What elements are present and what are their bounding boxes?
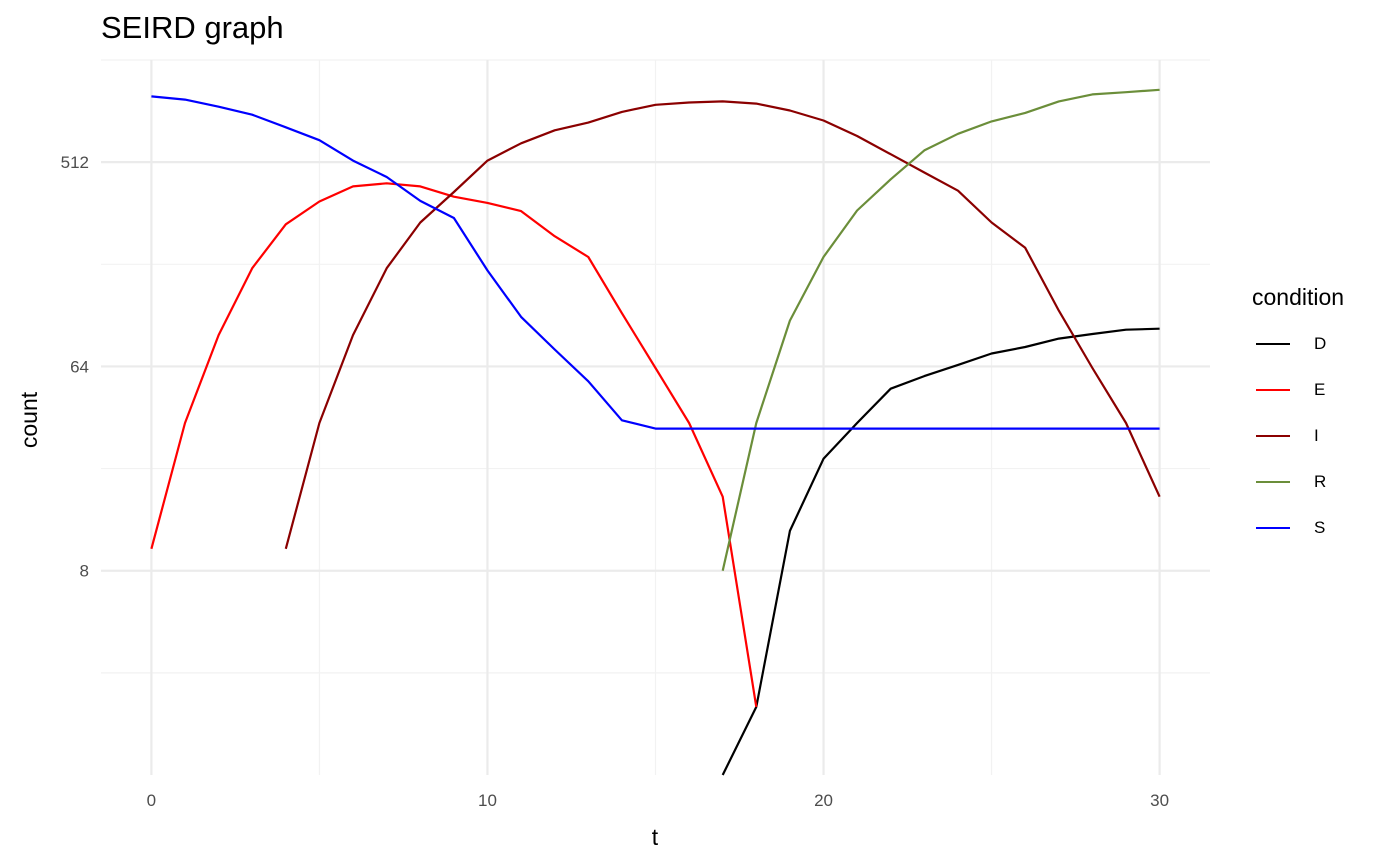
legend-key-i <box>1256 435 1290 437</box>
legend-label-s: S <box>1314 518 1326 537</box>
legend-label-r: R <box>1314 472 1327 491</box>
legend-label-e: E <box>1314 380 1326 399</box>
y-tick-label: 8 <box>80 562 89 581</box>
legend-item-d: D <box>1252 321 1344 367</box>
legend-key-r <box>1256 481 1290 483</box>
series-lines <box>150 88 1161 776</box>
series-line-i <box>284 100 1161 550</box>
y-axis-ticks: 8 64 512 <box>61 153 89 581</box>
x-tick-label: 0 <box>147 791 156 810</box>
legend-item-r: R <box>1252 459 1344 505</box>
x-axis-label: t <box>652 824 659 850</box>
series-line-e <box>150 182 758 708</box>
legend-key-d <box>1256 343 1290 345</box>
x-axis-ticks: 0 10 20 30 <box>147 791 1169 810</box>
y-axis-label: count <box>16 391 42 448</box>
y-tick-label: 64 <box>70 357 89 376</box>
legend-item-i: I <box>1252 413 1344 459</box>
y-tick-label: 512 <box>61 153 89 172</box>
legend: condition D E I R S <box>1252 284 1344 551</box>
x-tick-label: 20 <box>814 791 833 810</box>
x-tick-label: 30 <box>1150 791 1169 810</box>
series-line-s <box>151 95 1160 430</box>
legend-key-e <box>1256 389 1290 391</box>
series-line-r <box>721 88 1160 571</box>
legend-key-s <box>1256 527 1290 529</box>
legend-item-e: E <box>1252 367 1344 413</box>
chart-title: SEIRD graph <box>101 10 284 45</box>
legend-label-d: D <box>1314 334 1327 353</box>
legend-item-s: S <box>1252 505 1344 551</box>
series-line-d <box>721 327 1160 776</box>
grid-minor <box>101 59 1210 775</box>
x-tick-label: 10 <box>478 791 497 810</box>
legend-title: condition <box>1252 284 1345 310</box>
legend-label-i: I <box>1314 426 1319 445</box>
